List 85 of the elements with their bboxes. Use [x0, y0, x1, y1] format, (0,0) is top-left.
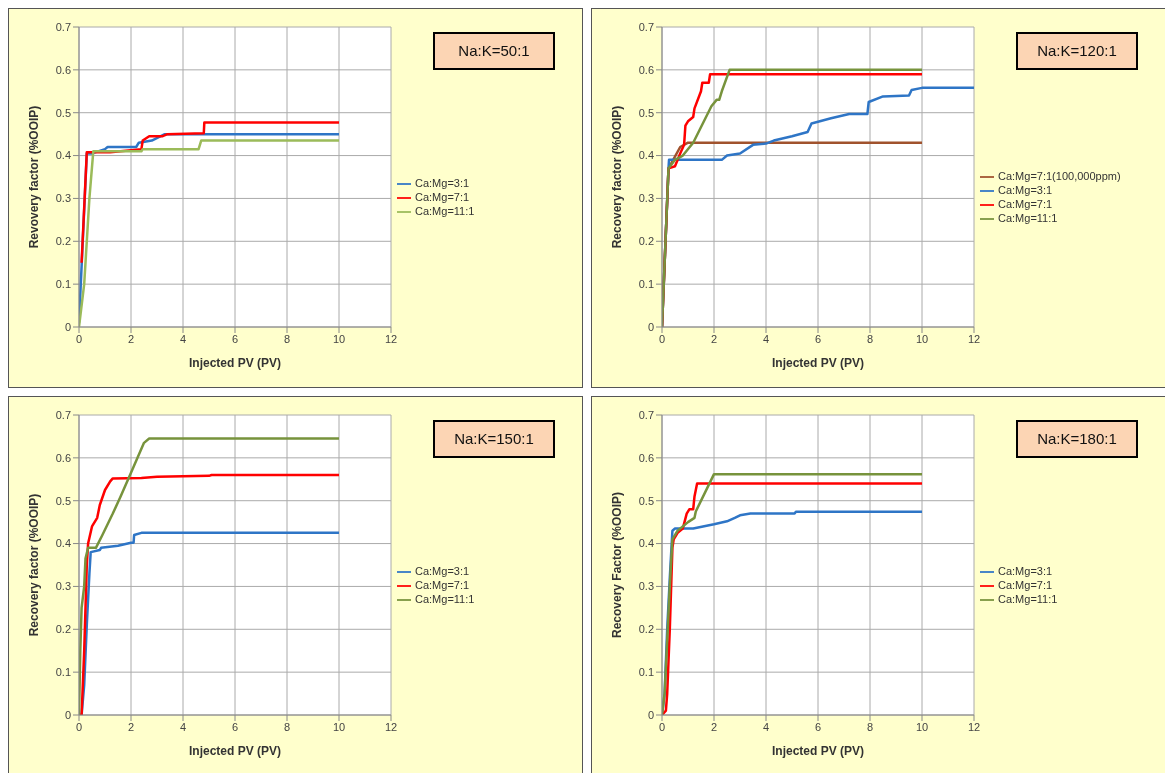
x-tick-label: 6 [231, 720, 239, 733]
x-tick-label: 0 [658, 720, 666, 733]
x-tick-label: 6 [814, 720, 822, 733]
x-tick-label: 4 [762, 332, 770, 345]
y-tick-label: 0 [647, 708, 654, 721]
y-tick-label: 0.1 [638, 278, 654, 291]
x-tick-label: 4 [762, 720, 770, 733]
x-tick-label: 0 [658, 332, 666, 345]
x-tick-label: 0 [75, 720, 83, 733]
y-tick-label: 0.1 [638, 666, 654, 679]
x-tick-label: 10 [915, 720, 929, 733]
y-tick-label: 0.4 [55, 537, 71, 550]
y-tick-label: 0.7 [55, 408, 71, 421]
legend-label: Ca:Mg=3:1 [415, 564, 470, 577]
x-axis-title: Injected PV (PV) [188, 356, 282, 370]
text: Na:K=150:1 [454, 430, 534, 447]
y-tick-label: 0 [647, 320, 654, 333]
y-tick-label: 0.1 [55, 666, 71, 679]
x-tick-label: 8 [866, 720, 874, 733]
x-axis-title: Injected PV (PV) [188, 744, 282, 758]
y-tick-label: 0.5 [55, 494, 71, 507]
y-tick-label: 0.4 [55, 149, 71, 162]
y-tick-label: 0.4 [638, 149, 654, 162]
legend-label: Ca:Mg=11:1 [998, 593, 1058, 606]
legend-label: Ca:Mg=7:1(100,000ppm) [998, 169, 1121, 182]
x-tick-label: 6 [231, 332, 239, 345]
y-tick-label: 0.2 [55, 623, 71, 636]
y-tick-label: 0 [64, 708, 71, 721]
y-tick-label: 0 [64, 320, 71, 333]
x-tick-label: 0 [75, 332, 83, 345]
y-tick-label: 0.3 [638, 192, 654, 205]
x-tick-label: 4 [179, 332, 187, 345]
x-axis-title: Injected PV (PV) [771, 356, 865, 370]
y-tick-label: 0.7 [55, 20, 71, 33]
y-tick-label: 0.3 [55, 580, 71, 593]
y-tick-label: 0.5 [638, 106, 654, 119]
legend-label: Ca:Mg=7:1 [415, 578, 470, 591]
x-tick-label: 10 [332, 720, 346, 733]
y-tick-label: 0.2 [638, 623, 654, 636]
x-tick-label: 12 [384, 720, 398, 733]
x-tick-label: 2 [127, 332, 135, 345]
y-tick-label: 0.2 [55, 235, 71, 248]
legend-label: Ca:Mg=11:1 [415, 593, 475, 606]
y-axis-title: Recovery factor (%OOIP) [610, 105, 625, 249]
y-tick-label: 0.6 [638, 63, 654, 76]
legend-label: Ca:Mg=11:1 [415, 205, 475, 218]
y-tick-label: 0.7 [638, 408, 654, 421]
x-tick-label: 4 [179, 720, 187, 733]
x-tick-label: 8 [283, 720, 291, 733]
legend-label: Ca:Mg=3:1 [415, 176, 470, 189]
legend-label: Ca:Mg=11:1 [998, 212, 1058, 225]
legend-label: Ca:Mg=7:1 [998, 198, 1053, 210]
y-tick-label: 0.5 [55, 106, 71, 119]
y-tick-label: 0.3 [55, 192, 71, 205]
x-tick-label: 12 [967, 332, 981, 345]
x-tick-label: 6 [814, 332, 822, 345]
y-tick-label: 0.4 [638, 537, 654, 550]
x-tick-label: 12 [967, 720, 981, 733]
y-tick-label: 0.2 [638, 235, 654, 248]
y-axis-title: Recovery Factor (%OOIP) [610, 491, 625, 639]
legend-label: Ca:Mg=3:1 [998, 183, 1053, 196]
legend-label: Ca:Mg=3:1 [998, 564, 1053, 577]
x-axis-title: Injected PV (PV) [771, 744, 865, 758]
x-tick-label: 10 [332, 332, 346, 345]
y-tick-label: 0.7 [638, 20, 654, 33]
x-tick-label: 2 [710, 720, 718, 733]
y-tick-label: 0.5 [638, 494, 654, 507]
x-tick-label: 2 [710, 332, 718, 345]
y-tick-label: 0.1 [55, 278, 71, 291]
legend-label: Ca:Mg=7:1 [998, 578, 1053, 591]
y-tick-label: 0.6 [55, 451, 71, 464]
y-tick-label: 0.6 [55, 63, 71, 76]
x-tick-label: 12 [384, 332, 398, 345]
text: Na:K=180:1 [1037, 430, 1117, 447]
x-tick-label: 2 [127, 720, 135, 733]
x-tick-label: 8 [283, 332, 291, 345]
text: Na:K=120:1 [1037, 42, 1117, 59]
y-axis-title: Revovery factor (%OOIP) [27, 105, 42, 249]
x-tick-label: 10 [915, 332, 929, 345]
legend-label: Ca:Mg=7:1 [415, 190, 470, 203]
y-axis-title: Recovery factor (%OOIP) [27, 493, 42, 637]
text: Na:K=50:1 [458, 42, 530, 59]
x-tick-label: 8 [866, 332, 874, 345]
y-tick-label: 0.3 [638, 580, 654, 593]
y-tick-label: 0.6 [638, 451, 654, 464]
